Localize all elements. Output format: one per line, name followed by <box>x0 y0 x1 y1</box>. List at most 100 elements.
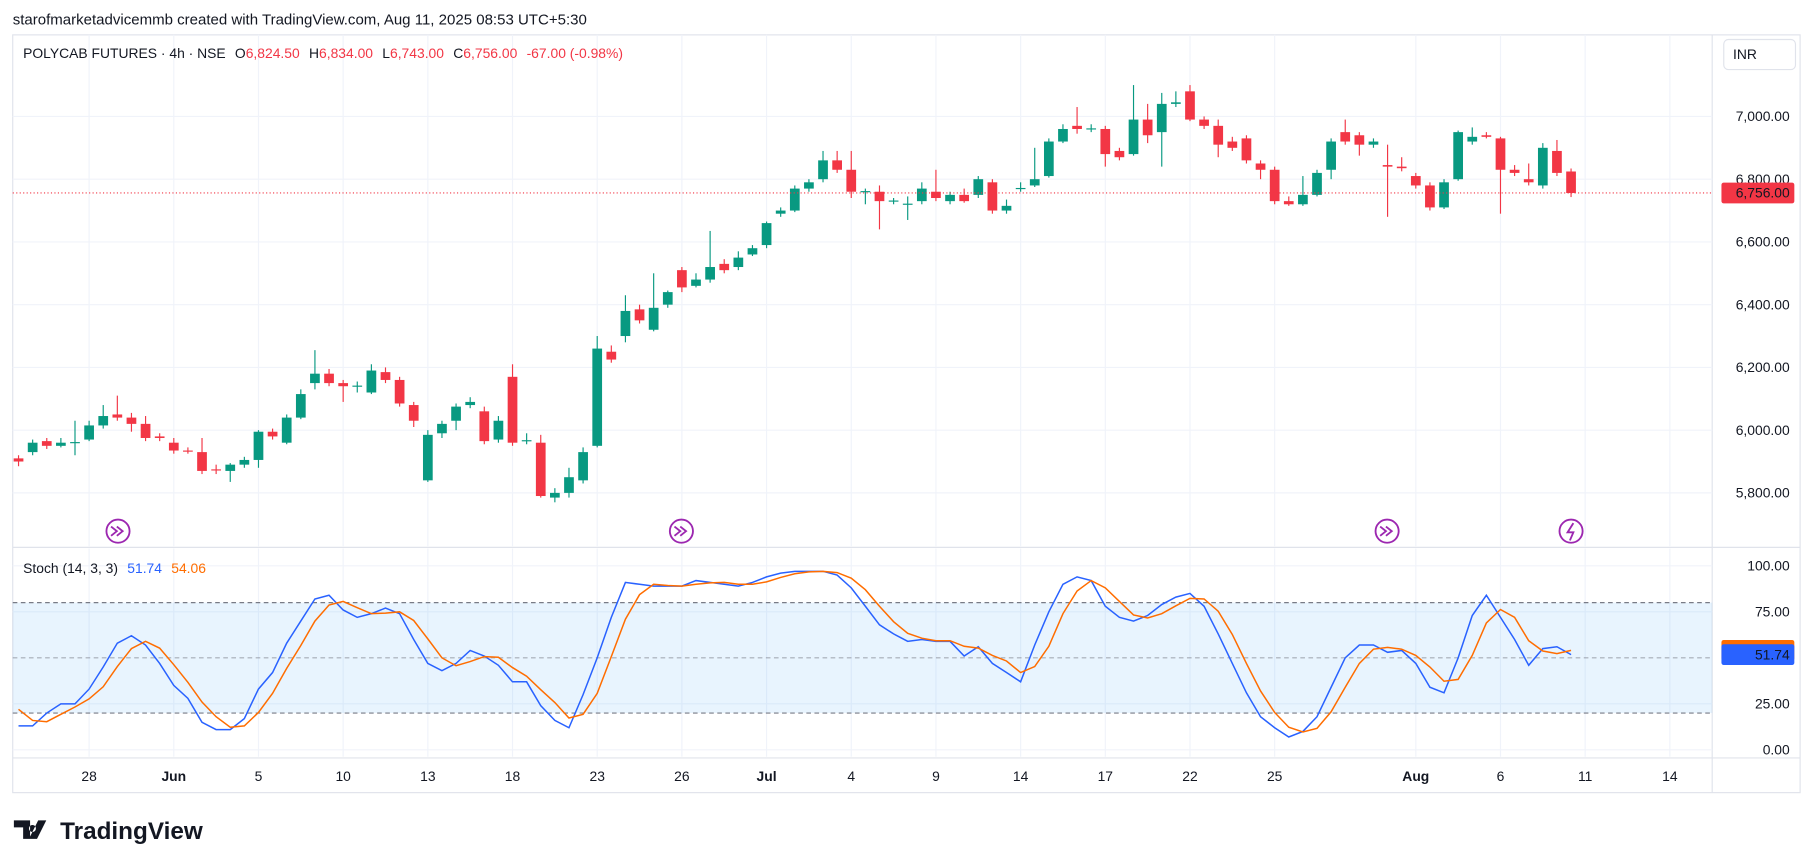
d-value: 54.06 <box>171 560 206 576</box>
value-box <box>1721 644 1795 666</box>
candle-body <box>295 394 306 418</box>
candle-body <box>1213 125 1224 145</box>
candle-body <box>507 376 518 443</box>
candle-body <box>564 477 574 493</box>
y-tick-label: 25.00 <box>1755 695 1790 711</box>
x-tick-label: 23 <box>589 768 605 784</box>
candle-body <box>521 440 532 442</box>
event-icons <box>105 518 1584 544</box>
x-tick-label: 28 <box>81 768 97 784</box>
ohlc-key: H <box>309 45 319 61</box>
candle-body <box>1326 141 1336 170</box>
candle-body <box>154 436 165 438</box>
y-tick-label: 75.00 <box>1755 603 1790 619</box>
y-tick-label: 7,000.00 <box>1736 108 1790 124</box>
candle-body <box>1171 102 1181 104</box>
candle-body <box>338 383 349 387</box>
candle-body <box>1283 201 1294 205</box>
currency[interactable]: INR <box>1733 46 1757 62</box>
candle-body <box>183 450 193 452</box>
ohlc-key: L <box>382 45 390 61</box>
candle-body <box>1523 179 1534 183</box>
candle-body <box>1128 119 1139 155</box>
candle-body <box>733 257 744 268</box>
candle-body <box>691 279 701 286</box>
candle-body <box>1114 150 1125 158</box>
candle-body <box>1086 128 1097 130</box>
band <box>12 602 1713 714</box>
candle-body <box>634 309 645 321</box>
candle-body <box>41 441 52 446</box>
candle-body <box>775 210 786 214</box>
candle-body <box>1269 169 1280 202</box>
candle-body <box>1340 132 1351 142</box>
candle-body <box>1043 141 1054 177</box>
x-tick-label: 22 <box>1182 768 1198 784</box>
y-tick-label: 6,200.00 <box>1736 359 1790 375</box>
candle-body <box>168 442 179 451</box>
candle-body <box>973 179 984 195</box>
candle-body <box>945 194 955 202</box>
x-tick-label: 26 <box>674 768 690 784</box>
candle-body <box>1185 91 1195 120</box>
candle-body <box>1058 128 1068 142</box>
last-price-label: 6,756.00 <box>1736 185 1790 201</box>
candle-body <box>211 469 221 471</box>
stoch-line <box>18 570 1572 738</box>
value-label: 51.74 <box>1755 646 1790 662</box>
candle-body <box>747 248 758 255</box>
symbol: POLYCAB FUTURES · 4h · NSE <box>23 45 226 61</box>
candle-body <box>846 169 857 192</box>
x-tick-label: 13 <box>420 768 436 784</box>
candle-body <box>1537 147 1548 186</box>
candle-body <box>818 160 828 180</box>
candle-body <box>662 292 673 305</box>
candle-body <box>1368 141 1379 145</box>
x-tick-label: Jul <box>757 768 777 784</box>
x-tick-label: Aug <box>1402 768 1429 784</box>
marks <box>12 85 1713 738</box>
x-tick-label: 17 <box>1098 768 1114 784</box>
currency-box[interactable] <box>1723 38 1797 71</box>
ohlc-value: 6,834.00 <box>319 45 373 61</box>
candle-body <box>1566 171 1576 193</box>
candle-body <box>1552 150 1562 173</box>
candle-body <box>832 160 842 170</box>
candle-body <box>479 411 490 442</box>
event-icon[interactable] <box>1374 518 1400 544</box>
candle-body <box>578 452 588 481</box>
candle-body <box>987 182 998 211</box>
candle-body <box>1072 125 1082 129</box>
candle-body <box>1015 187 1026 190</box>
candle-body <box>1029 179 1040 186</box>
candle-body <box>27 442 38 453</box>
candle-body <box>451 406 461 421</box>
event-icon[interactable] <box>668 518 694 544</box>
candle-body <box>1142 119 1153 136</box>
candle-body <box>253 431 264 460</box>
logo: TradingView <box>13 818 203 845</box>
candle-body <box>705 267 715 280</box>
candle-body <box>1495 138 1506 170</box>
candle-body <box>677 270 687 288</box>
event-icon[interactable] <box>105 518 131 544</box>
candle-body <box>535 442 546 497</box>
candle-body <box>126 417 137 424</box>
k-value: 51.74 <box>127 560 162 576</box>
stoch-line <box>18 570 1572 733</box>
last-price-box <box>1721 182 1795 204</box>
x-tick-label: 4 <box>847 768 855 784</box>
candle-body <box>1156 103 1167 133</box>
event-icon[interactable] <box>1558 518 1584 544</box>
x-tick-label: 14 <box>1013 768 1029 784</box>
candle-body <box>1425 185 1435 208</box>
candle-body <box>959 194 970 202</box>
candle-body <box>1382 165 1393 167</box>
candle-body <box>281 417 292 443</box>
candle-body <box>606 351 617 360</box>
candle-body <box>761 223 772 246</box>
ohlc-value: 6,756.00 <box>463 45 517 61</box>
